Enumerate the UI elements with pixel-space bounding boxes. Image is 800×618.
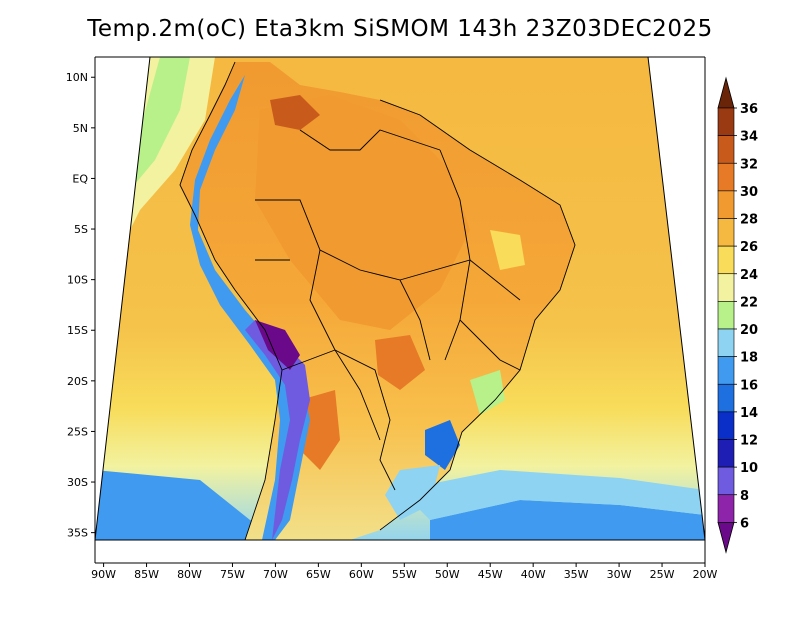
colorbar-box — [717, 107, 735, 136]
lat-tick-label: 5S — [74, 223, 88, 236]
colorbar-box — [717, 494, 735, 523]
colorbar: 6 8 10 12 14 16 18 20 22 24 26 28 30 32 34 36 — [717, 76, 758, 554]
colorbar-box — [717, 383, 735, 413]
colorbar-box — [717, 439, 735, 468]
colorbar-box — [717, 466, 735, 496]
lon-tick-label: 20W — [693, 568, 718, 581]
map-title: Temp.2m(oC) Eta3km SiSMOM 143h 23Z03DEC2… — [87, 16, 713, 42]
colorbar-box — [717, 328, 735, 357]
colorbar-label: 26 — [740, 240, 758, 255]
colorbar-label: 22 — [740, 295, 758, 310]
southeast-green — [470, 370, 505, 415]
colorbar-label: 30 — [740, 185, 758, 200]
lon-tick-label: 65W — [306, 568, 331, 581]
colorbar-label: 14 — [740, 406, 758, 421]
lon-tick-label: 80W — [177, 568, 202, 581]
andes-ridge — [190, 75, 310, 540]
lon-tick-label: 30W — [607, 568, 632, 581]
colorbar-label: 34 — [740, 130, 758, 145]
latitude-ticks: 10N 5N EQ 5S 10S 15S 20S 25S 30S 35S — [66, 71, 95, 540]
lon-tick-label: 45W — [478, 568, 503, 581]
hot-spot-chaco — [300, 390, 340, 470]
colorbar-label: 28 — [740, 213, 758, 228]
lon-tick-label: 50W — [435, 568, 460, 581]
south-atlantic-cool — [400, 470, 705, 520]
hot-spot-center — [375, 335, 425, 390]
lat-tick-label: 10S — [67, 274, 88, 287]
colorbar-label: 32 — [740, 157, 758, 172]
lat-tick-label: 35S — [67, 527, 88, 540]
south-atlantic-cold — [430, 500, 705, 540]
colorbar-label: 8 — [740, 489, 749, 504]
colorbar-box — [717, 273, 735, 302]
colorbar-box — [717, 356, 735, 385]
south-cold-band — [95, 470, 320, 540]
colorbar-label: 6 — [740, 516, 749, 531]
colorbar-box — [717, 190, 735, 219]
lon-tick-label: 35W — [564, 568, 589, 581]
southeast-cool — [425, 420, 460, 470]
colorbar-label: 18 — [740, 351, 758, 366]
map-field — [95, 57, 705, 540]
lat-tick-label: EQ — [72, 172, 88, 185]
longitude-ticks: 90W 85W 80W 75W 70W 65W 60W 55W 50W 45W 40W 35W 30W 2… — [91, 563, 718, 581]
lat-tick-label: 20S — [67, 375, 88, 388]
hot-spot-north — [270, 95, 320, 130]
colorbar-box — [717, 218, 735, 247]
lat-tick-label: 30S — [67, 476, 88, 489]
lon-tick-label: 85W — [134, 568, 159, 581]
andes-core — [245, 320, 310, 540]
lat-tick-label: 5N — [73, 122, 88, 135]
lon-tick-label: 90W — [91, 568, 116, 581]
lon-tick-label: 75W — [220, 568, 245, 581]
colorbar-box — [717, 162, 735, 192]
colorbar-box — [717, 135, 735, 164]
colorbar-label: 24 — [740, 268, 758, 283]
lat-tick-label: 10N — [66, 71, 88, 84]
lat-tick-label: 15S — [67, 324, 88, 337]
lon-tick-label: 60W — [349, 568, 374, 581]
colorbar-bottom-triangle — [717, 521, 735, 554]
lon-tick-label: 55W — [392, 568, 417, 581]
lat-tick-label: 25S — [67, 425, 88, 438]
colorbar-box — [717, 411, 735, 440]
colorbar-box — [717, 245, 735, 275]
lon-tick-label: 40W — [521, 568, 546, 581]
lon-tick-label: 70W — [263, 568, 288, 581]
colorbar-label: 10 — [740, 461, 758, 476]
northeast-green — [490, 230, 525, 270]
colorbar-label: 36 — [740, 102, 758, 117]
colorbar-label: 20 — [740, 323, 758, 338]
colorbar-top-triangle — [717, 76, 735, 109]
country-borders — [179, 61, 576, 540]
colorbar-box — [717, 301, 735, 330]
amazon-warm — [255, 95, 470, 330]
southeast-light — [385, 465, 440, 520]
colorbar-label: 16 — [740, 378, 758, 393]
colorbar-label: 12 — [740, 434, 758, 449]
lon-tick-label: 25W — [650, 568, 675, 581]
